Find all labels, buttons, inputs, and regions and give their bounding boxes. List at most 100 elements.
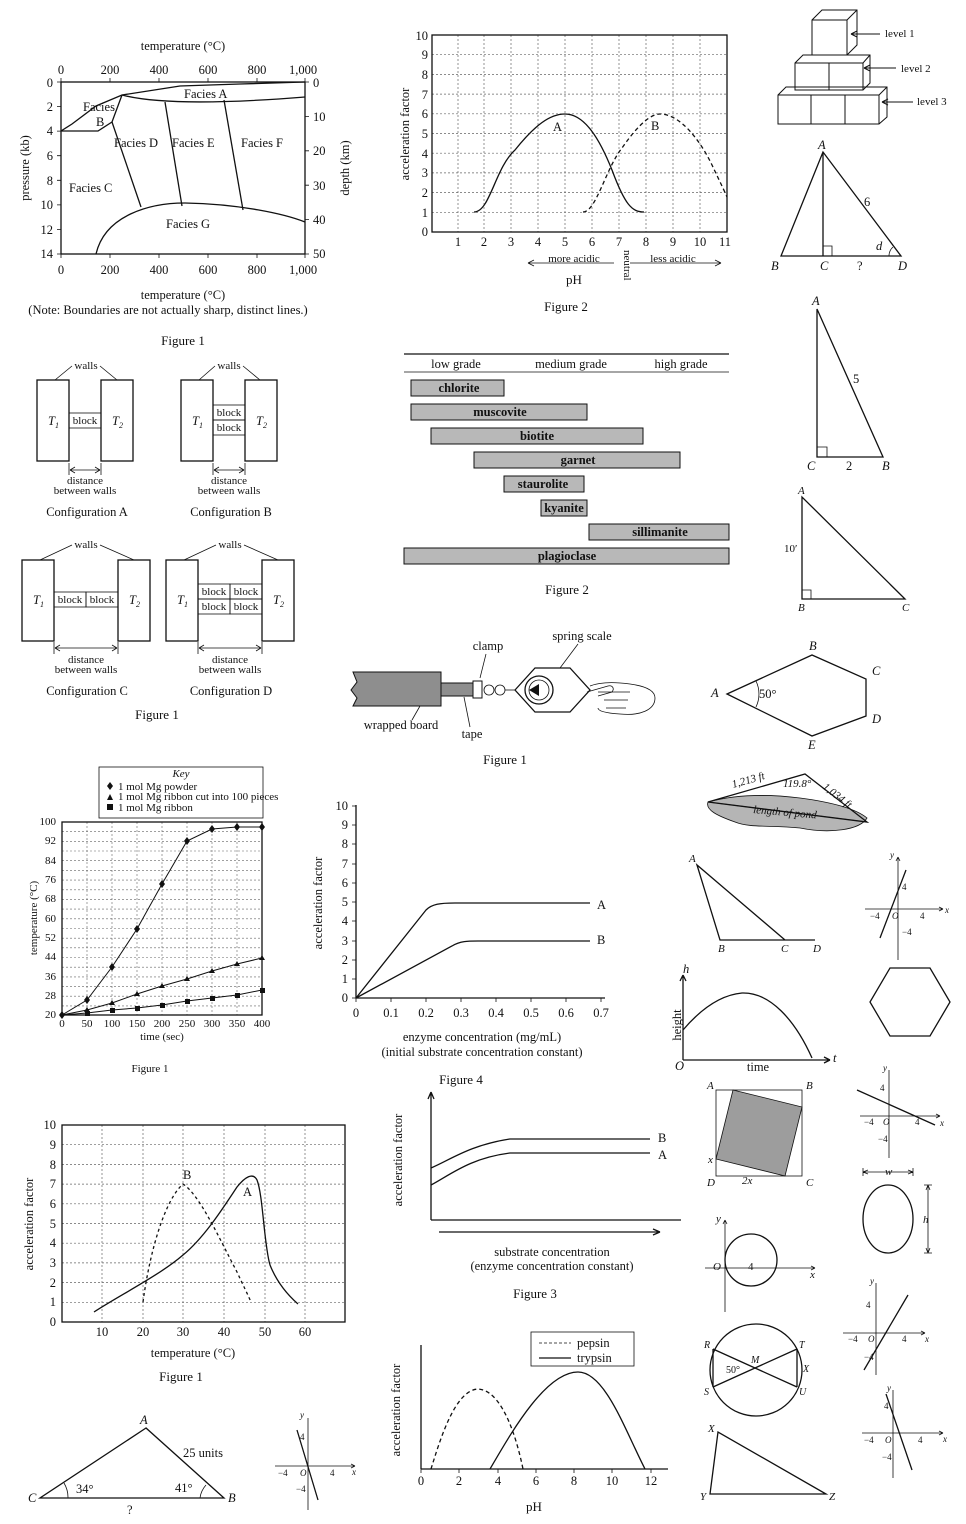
origin-label: O	[713, 1261, 721, 1273]
mineral-bar	[588, 523, 730, 541]
between-label: between walls	[198, 485, 261, 497]
vertex-label: A	[811, 294, 820, 308]
y-tick: 7	[422, 88, 428, 102]
bottom-tick: 800	[248, 263, 267, 277]
left-tick: 10	[41, 198, 54, 212]
more-acidic-label: more acidic	[548, 253, 600, 265]
ellipse-wh: w h	[862, 1166, 932, 1254]
x-tick: 300	[204, 1018, 221, 1030]
svg-text:T2: T2	[273, 593, 284, 609]
y-tick: 36	[45, 971, 57, 983]
y-tick: 4	[422, 147, 429, 161]
svg-text:−4: −4	[278, 1468, 288, 1478]
y-tick: 1	[50, 1295, 56, 1309]
mineral-label: sillimanite	[632, 525, 688, 539]
y-tick: 68	[45, 893, 57, 905]
y-tick: 60	[45, 913, 57, 925]
svg-text:4: 4	[920, 911, 925, 921]
y-tick: 8	[422, 68, 428, 82]
axis-label: O	[892, 911, 899, 921]
unknown-label: ?	[857, 259, 863, 273]
x-tick: 150	[129, 1018, 146, 1030]
x-tick: 0	[418, 1474, 424, 1488]
neutral-label: neutral	[621, 250, 633, 281]
cube-stack	[777, 9, 913, 125]
svg-text:−4: −4	[864, 1117, 874, 1127]
curve-label-b: B	[597, 933, 605, 947]
x-tick: 0.3	[453, 1006, 469, 1020]
y-tick: 3	[342, 934, 348, 948]
y-tick: 52	[45, 932, 56, 944]
y-tick: 9	[342, 818, 348, 832]
x-axis-subtitle: (enzyme concentration constant)	[470, 1259, 633, 1273]
x-tick: 6	[533, 1474, 539, 1488]
left-axis-title: pressure (kb)	[18, 135, 32, 201]
wrapped-board	[350, 671, 442, 707]
x-tick: 20	[137, 1325, 150, 1339]
point-label: S	[704, 1387, 709, 1398]
side-label: 25 units	[183, 1446, 223, 1460]
substrate-concentration-chart: B A acceleration factor substrate concen…	[391, 1091, 681, 1301]
right-tick: 0	[313, 76, 319, 90]
y-tick: 2	[50, 1276, 56, 1290]
x-tick: 2	[481, 235, 487, 249]
y-tick: 0	[422, 225, 428, 239]
block-label: block	[73, 415, 98, 427]
legend	[530, 1331, 635, 1367]
x-tick: 0.1	[383, 1006, 399, 1020]
circle-chords: R M T X 50° S U	[703, 1323, 810, 1417]
top-tick: 1,000	[289, 63, 317, 77]
svg-text:4: 4	[918, 1435, 923, 1445]
right-axis-title: depth (km)	[338, 140, 352, 195]
left-tick: 6	[47, 149, 53, 163]
legend-item: trypsin	[577, 1351, 612, 1365]
axis-label: x	[942, 1434, 947, 1444]
spring-scale-label: spring scale	[552, 629, 612, 643]
inscribed-square: A B D C x 2x	[706, 1080, 814, 1189]
configuration-d: walls block block block block T1 T2 dist…	[165, 539, 295, 698]
vertex-label: Z	[829, 1491, 836, 1503]
right-tick: 20	[313, 144, 326, 158]
distance-label: distance	[212, 654, 248, 666]
axis-label: x	[924, 1334, 929, 1344]
y-axis-title: acceleration factor	[22, 1177, 36, 1270]
key-title: Key	[171, 768, 189, 780]
ph-frame	[431, 34, 728, 233]
x-axis-title: enzyme concentration (mg/mL)	[403, 1030, 561, 1044]
right-tick: 10	[313, 110, 326, 124]
vertex-label: B	[718, 943, 725, 955]
grade-label: high grade	[654, 357, 708, 371]
y-tick: 5	[342, 895, 348, 909]
y-tick: 10	[416, 29, 429, 43]
ph-acceleration-chart: 0 1 2 3 4 5 6 7 8 9 10 1 2 3 4 5 6 7 8 9…	[398, 29, 731, 314]
vertex-label: X	[707, 1423, 716, 1435]
curve-label-a: A	[553, 120, 562, 134]
vertex-label: D	[897, 259, 907, 273]
y-tick: 3	[50, 1256, 56, 1270]
point-label: T	[799, 1340, 806, 1351]
vertex-label: Y	[700, 1491, 708, 1503]
x-tick: 4	[495, 1474, 502, 1488]
x-axis-title: pH	[526, 1499, 542, 1514]
axis-label: x	[939, 1118, 944, 1128]
curve-label-a: A	[597, 898, 606, 912]
svg-text:−4: −4	[882, 1452, 892, 1462]
facies-note: (Note: Boundaries are not actually sharp…	[28, 303, 307, 317]
block-label: block	[58, 594, 83, 606]
svg-text:T1: T1	[192, 414, 203, 430]
y-tick: 4	[342, 914, 349, 928]
cube-level-label: level 1	[885, 28, 915, 40]
figure-caption: Figure 2	[545, 582, 589, 597]
triangle-acb: A 25 units C 34° 41° B ?	[28, 1413, 236, 1517]
enzyme-concentration-chart: 0 1 2 3 4 5 6 7 8 9 10 0 0.1 0.2 0.3 0.4…	[311, 799, 609, 1087]
svg-text:4: 4	[884, 1401, 889, 1411]
right-tick: 30	[313, 179, 326, 193]
figure-caption: Figure 1	[132, 1063, 169, 1075]
x-tick: 8	[571, 1474, 577, 1488]
y-tick: 6	[50, 1197, 56, 1211]
vertex-label: D	[812, 943, 821, 955]
coordinate-graph: y x O 4 −4 4 −4	[275, 1410, 356, 1510]
block-label: block	[90, 594, 115, 606]
figure-caption: Figure 4	[439, 1072, 483, 1087]
curve-a	[355, 902, 590, 999]
